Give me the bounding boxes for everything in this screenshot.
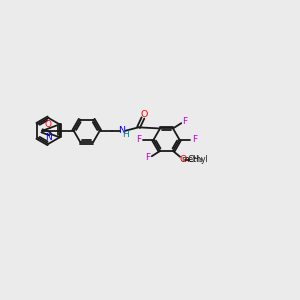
Text: O: O (140, 110, 148, 119)
Text: O: O (44, 120, 51, 129)
Text: N: N (118, 126, 126, 135)
Text: O: O (179, 155, 187, 164)
Text: F: F (136, 135, 141, 144)
Text: F: F (192, 135, 197, 144)
Text: F: F (145, 153, 150, 162)
Text: H: H (122, 130, 129, 139)
Text: methyl: methyl (182, 155, 208, 164)
Text: F: F (182, 117, 188, 126)
Text: N: N (45, 133, 52, 142)
Text: CH₃: CH₃ (188, 155, 203, 164)
